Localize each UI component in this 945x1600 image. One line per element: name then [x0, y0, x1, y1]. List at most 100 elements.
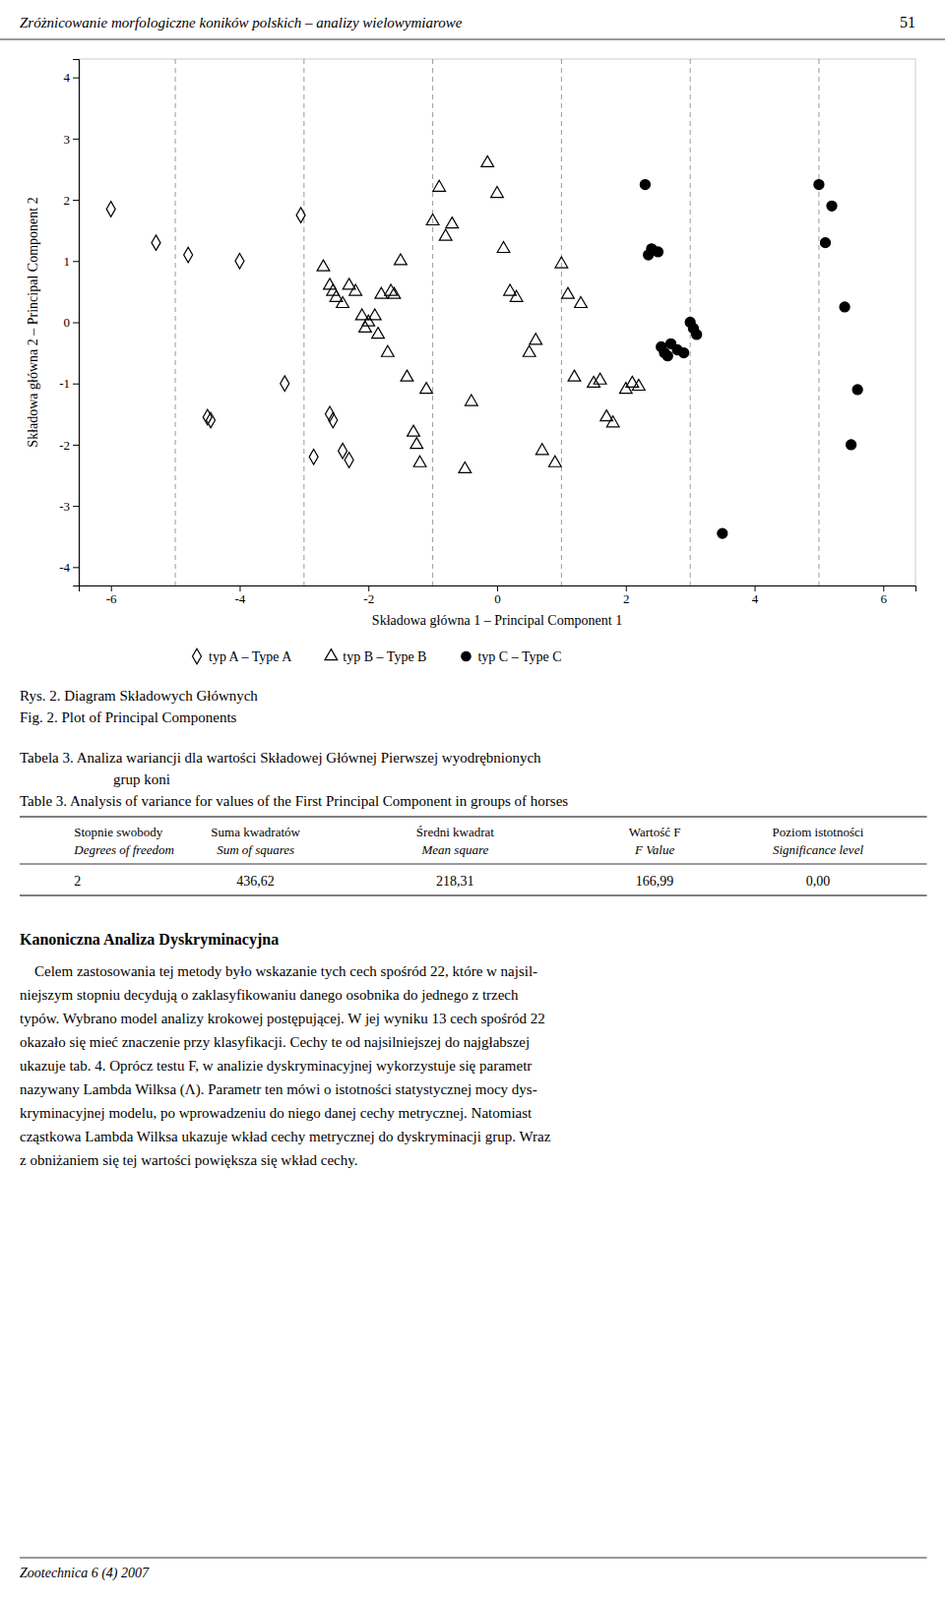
table-rule — [19, 864, 928, 866]
series-points — [316, 155, 645, 473]
section-title: Kanoniczna Analiza Dyskryminacyjna — [19, 931, 279, 949]
table-title: Tabela 3. Analiza wariancji dla wartości… — [19, 750, 542, 766]
y-tick-label: -3 — [59, 499, 70, 514]
paragraph-line: kryminacyjnej modelu, po wprowadzeniu do… — [19, 1105, 533, 1122]
x-axis-title: Składowa główna 1 – Principal Component … — [372, 613, 623, 629]
page-header: Zróżnicowanie morfologiczne koników pols… — [19, 14, 463, 31]
point — [420, 382, 434, 394]
point — [316, 259, 330, 271]
point — [839, 302, 850, 313]
point — [852, 384, 863, 395]
chart: -6-4-20246-4-3-2-101234Składowa główna 1… — [25, 59, 917, 629]
point — [662, 351, 673, 362]
x-tick-mark — [882, 585, 884, 592]
point — [394, 253, 408, 265]
y-tick-label: 1 — [63, 253, 71, 269]
table-header: Degrees of freedom — [72, 842, 175, 858]
table-header: Mean square — [420, 842, 489, 858]
table-header: Wartość F — [629, 824, 682, 840]
x-tick-mark — [497, 585, 499, 592]
y-tick: 3 — [63, 131, 80, 147]
x-tick: 2 — [623, 585, 630, 607]
x-axis-line — [79, 586, 917, 593]
point — [344, 452, 354, 469]
table-header: Średni kwadrat — [416, 824, 495, 840]
table-title: grup koni — [113, 771, 171, 788]
table-header: Suma kwadratów — [210, 824, 301, 840]
point — [481, 155, 495, 167]
point — [328, 412, 338, 429]
paragraph-line: cząstkowa Lambda Wilksa ukazuje wkład ce… — [19, 1129, 552, 1145]
y-tick-label: -4 — [59, 560, 70, 575]
table-cell: 2 — [73, 874, 81, 889]
caption: Fig. 2. Plot of Principal Components — [19, 709, 238, 726]
paragraph-line: Celem zastosowania tej metody było wskaz… — [19, 963, 538, 980]
point — [652, 247, 663, 257]
point — [814, 179, 824, 189]
point — [574, 296, 588, 308]
point — [296, 207, 306, 224]
point — [426, 214, 440, 226]
table-rule — [19, 895, 928, 897]
y-tick: 1 — [63, 253, 80, 269]
y-tick: 2 — [63, 192, 80, 208]
y-tick: -4 — [59, 560, 79, 575]
point — [619, 382, 632, 394]
point — [631, 378, 645, 390]
paragraph-line: ukazuje tab. 4. Oprócz testu F, w analiz… — [19, 1058, 532, 1074]
point — [497, 242, 510, 253]
y-tick-mark — [72, 260, 79, 262]
point — [413, 455, 427, 467]
y-tick-mark — [72, 444, 79, 446]
y-tick-label: 2 — [63, 192, 71, 208]
point — [368, 309, 381, 320]
point — [362, 315, 376, 326]
y-tick-label: -1 — [59, 376, 70, 391]
page: Zróżnicowanie morfologiczne koników pols… — [0, 0, 945, 1600]
point — [819, 238, 830, 249]
x-tick: 0 — [494, 585, 502, 607]
point — [593, 373, 607, 384]
table-header: Significance level — [772, 842, 864, 858]
point — [522, 345, 536, 357]
x-tick-label: -2 — [363, 591, 375, 607]
legend-symbol — [192, 648, 202, 665]
series-points — [106, 201, 354, 469]
point — [846, 440, 857, 450]
y-tick: 0 — [63, 315, 80, 330]
table-cell: 166,99 — [635, 874, 675, 889]
y-axis: -4 -3 -2 -1 0 1 2 3 4 — [59, 60, 79, 587]
x-tick-mark — [239, 585, 241, 592]
point — [235, 253, 245, 270]
table-rule — [19, 817, 928, 819]
point — [433, 180, 446, 191]
point — [380, 345, 394, 357]
point — [567, 370, 581, 381]
point — [206, 412, 216, 429]
point — [717, 528, 728, 539]
page-number: 51 — [899, 13, 916, 31]
table-header: Poziom istotności — [772, 824, 865, 840]
paragraph-line: niejszym stopniu decydują o zaklasyfikow… — [19, 987, 519, 1004]
point — [692, 329, 702, 340]
caption: Rys. 2. Diagram Składowych Głównych — [19, 688, 258, 704]
legend-symbol — [461, 651, 471, 661]
y-tick-mark — [72, 77, 79, 79]
y-tick-label: 4 — [63, 69, 71, 85]
vline — [175, 59, 177, 586]
table-cell: 218,31 — [436, 874, 475, 889]
point — [606, 416, 620, 428]
paragraph-line: nazywany Lambda Wilksa (Λ). Parametr ten… — [19, 1081, 538, 1099]
point — [372, 327, 385, 339]
header-rule — [0, 39, 945, 41]
point — [338, 442, 348, 459]
x-tick-label: 4 — [752, 591, 759, 607]
point — [639, 179, 650, 189]
legend-item: typ B – Type B — [324, 649, 427, 665]
x-tick-label: -6 — [106, 591, 118, 607]
point — [280, 376, 290, 392]
y-tick-label: -2 — [59, 438, 70, 453]
y-tick-mark — [72, 138, 79, 140]
x-tick: -4 — [235, 585, 247, 607]
y-axis-line — [72, 60, 80, 587]
